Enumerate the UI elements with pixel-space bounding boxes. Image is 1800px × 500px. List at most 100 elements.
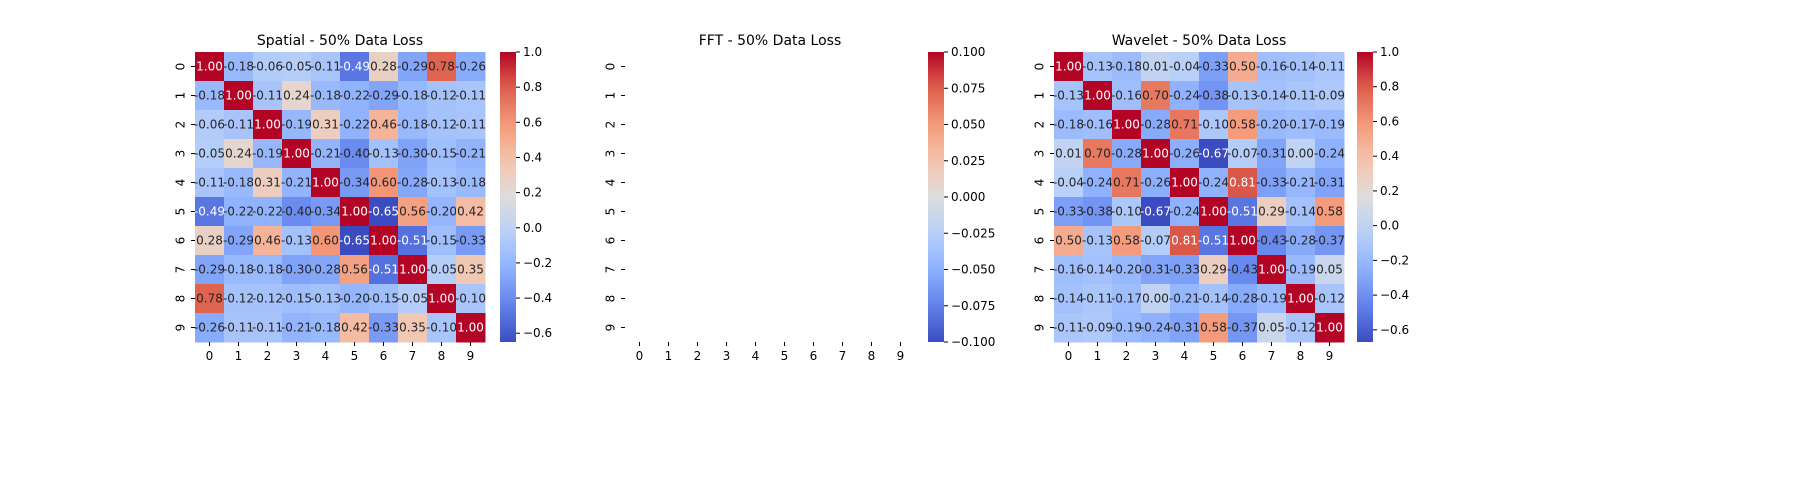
heatmap-cell [398,313,428,343]
cell-label: -0.19 [1111,321,1142,335]
cell-label: -0.13 [426,176,457,190]
cell-label: 0.29 [1258,205,1285,219]
y-tick-label: 8 [1033,295,1047,303]
cell-label: 0.50 [1229,60,1256,74]
heatmap-cell [398,168,428,198]
heatmap-cell [1228,255,1258,285]
y-tick-label: 0 [604,63,618,71]
heatmap-cell [253,168,283,198]
heatmap-cell [1083,110,1113,140]
x-tick-label: 7 [409,349,417,363]
colorbar-tick-label: 0.025 [951,154,985,168]
cell-label: 1.00 [341,205,368,219]
cell-label: -0.09 [1082,321,1113,335]
y-tick-label: 2 [174,121,188,129]
x-tick-label: 9 [467,349,475,363]
heatmap-cell [369,284,399,314]
heatmap-cell [1141,168,1171,198]
heatmap-cell [1141,81,1171,111]
heatmap-cell [253,255,283,285]
heatmap-cell [1112,284,1142,314]
cell-label: 0.29 [1200,263,1227,277]
x-tick-label: 4 [322,349,330,363]
cell-label: 0.31 [312,118,339,132]
cell-label: -0.29 [194,263,225,277]
cell-label: 1.00 [225,89,252,103]
x-tick-label: 5 [781,349,789,363]
heatmap-cell [1083,168,1113,198]
colorbar-tick-label: −0.025 [951,226,995,240]
cell-label: -0.20 [1256,118,1287,132]
cell-label: -0.13 [310,292,341,306]
heatmap-cell [1199,81,1229,111]
heatmap-cell [369,255,399,285]
cell-label: -0.05 [426,263,457,277]
cell-label: -0.06 [194,118,225,132]
cell-label: -0.04 [1169,60,1200,74]
cell-label: -0.28 [397,176,428,190]
cell-label: -0.31 [1169,321,1200,335]
heatmap-cell [253,197,283,227]
heatmap-cell [1083,52,1113,82]
heatmap-cell [311,52,341,82]
heatmap-cell [369,226,399,256]
cell-label: -0.24 [1082,176,1113,190]
heatmap-cell [1141,52,1171,82]
x-tick-label: 1 [1094,349,1102,363]
heatmap-cell [1228,52,1258,82]
heatmap-cell [456,139,486,169]
cell-label: -0.04 [1053,176,1084,190]
heatmap-cell [427,313,457,343]
heatmap-cell [1257,226,1287,256]
x-tick-label: 3 [293,349,301,363]
cell-label: -0.11 [194,176,225,190]
cell-label: 1.00 [1055,60,1082,74]
cell-label: -0.07 [1227,147,1258,161]
heatmap-cell [224,284,254,314]
heatmap-cell [1257,313,1287,343]
heatmap-cell [1112,81,1142,111]
heatmap-cell [340,197,370,227]
cell-label: 0.58 [1113,234,1140,248]
heatmap-cell [398,255,428,285]
cell-label: -0.13 [1082,234,1113,248]
heatmap-cell [195,226,225,256]
heatmap-cell [369,313,399,343]
cell-label: -0.11 [223,321,254,335]
heatmap-cell [1141,197,1171,227]
heatmap-cell [398,226,428,256]
cell-label: 1.00 [457,321,484,335]
heatmap-cell [282,197,312,227]
cell-label: -0.31 [1314,176,1345,190]
chart-title: Wavelet - 50% Data Loss [1112,33,1287,49]
heatmap-cell [340,139,370,169]
heatmap-cell [1054,139,1084,169]
heatmap-cell [1286,255,1316,285]
cell-label: 0.05 [1316,263,1343,277]
cell-label: -0.33 [455,234,486,248]
x-tick-label: 2 [1123,349,1131,363]
heatmap-cell [1199,313,1229,343]
cell-label: 1.00 [1171,176,1198,190]
cell-label: -0.26 [1169,147,1200,161]
x-tick-label: 6 [380,349,388,363]
cell-label: -0.09 [1314,89,1345,103]
cell-label: -0.28 [310,263,341,277]
x-tick-label: 0 [206,349,214,363]
heatmap-cell [427,168,457,198]
colorbar-tick-label: −0.075 [951,299,995,313]
y-tick-label: 7 [604,266,618,274]
heatmap-cell [1286,284,1316,314]
cell-label: -0.29 [397,60,428,74]
heatmap-cell [1112,255,1142,285]
heatmap-cell [224,313,254,343]
heatmap-cell [1228,313,1258,343]
heatmap-cell [1315,313,1345,343]
cell-label: 1.00 [1229,234,1256,248]
heatmap-cell [427,226,457,256]
heatmap-cell [340,284,370,314]
x-tick-label: 5 [351,349,359,363]
heatmap-cell [224,168,254,198]
